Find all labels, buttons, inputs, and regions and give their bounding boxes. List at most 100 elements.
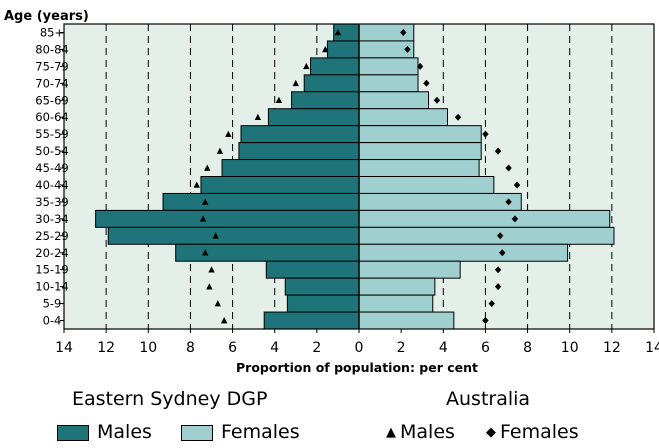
marker-australia-males-40-44: [193, 181, 200, 188]
marker-australia-males-65-69: [275, 96, 283, 104]
bar-females-35-39: [358, 192, 522, 211]
marker-australia-males-0-4: [220, 317, 228, 324]
x-tick-label: 2: [397, 340, 406, 356]
marker-australia-females-15-19: [494, 266, 502, 274]
legend-group-australia: Australia: [446, 388, 531, 410]
age-label: 40-44: [35, 178, 68, 192]
age-label: 70-74: [35, 76, 68, 90]
marker-australia-males-20-24: [201, 249, 209, 256]
x-tick-label: 6: [481, 340, 490, 356]
age-label: 85+: [40, 25, 64, 39]
x-tick-label: 14: [645, 340, 659, 356]
australia-markers: [193, 28, 521, 325]
age-label: 0-4: [43, 314, 62, 328]
x-tick-label: 2: [312, 340, 321, 356]
marker-australia-females-5-9: [488, 300, 495, 308]
females-swatch: [181, 424, 213, 441]
bar-females-10-14: [358, 277, 436, 296]
y-axis-title: Age (years): [4, 9, 89, 24]
x-tick-label: 12: [603, 340, 621, 356]
marker-australia-males-25-29: [212, 232, 219, 239]
bar-females-15-19: [358, 260, 461, 279]
x-tick-label: 12: [97, 340, 115, 356]
bar-males-35-39: [162, 192, 360, 211]
marker-australia-females-45-49: [505, 164, 512, 172]
age-label: 25-29: [35, 229, 68, 243]
legend-australia-males-label: Males: [400, 421, 455, 443]
marker-australia-females-25-29: [496, 232, 504, 240]
bar-females-45-49: [358, 159, 480, 178]
legend-australia-females-label: Females: [500, 421, 579, 443]
bar-females-60-64: [358, 108, 448, 127]
marker-australia-males-10-14: [206, 283, 213, 290]
bar-females-5-9: [358, 294, 434, 313]
marker-australia-females-60-64: [454, 113, 462, 121]
marker-australia-males-5-9: [214, 300, 222, 307]
bar-females-65-69: [358, 91, 430, 110]
bar-males-60-64: [267, 108, 360, 127]
bar-males-10-14: [284, 277, 360, 296]
marker-australia-males-55-59: [225, 130, 232, 137]
bar-females-25-29: [358, 226, 615, 245]
marker-australia-females-0-4: [482, 317, 489, 325]
marker-australia-females-50-54: [494, 147, 502, 155]
x-tick-label: 4: [270, 340, 279, 356]
bar-males-5-9: [286, 294, 360, 313]
marker-australia-males-30-34: [199, 215, 207, 222]
bars: [95, 23, 615, 330]
legend-item-australia-females: ◆ Females: [486, 421, 579, 443]
marker-australia-males-35-39: [201, 198, 209, 205]
marker-australia-females-70-74: [423, 79, 430, 87]
x-tick-label: 8: [186, 340, 195, 356]
age-label: 60-64: [35, 110, 68, 124]
marker-australia-females-10-14: [494, 283, 502, 291]
marker-australia-males-80-84: [322, 45, 329, 53]
marker-australia-males-50-54: [216, 147, 224, 154]
bar-females-55-59: [358, 125, 482, 144]
age-label: 15-19: [35, 263, 68, 277]
bar-males-15-19: [265, 260, 360, 279]
marker-australia-females-75-79: [416, 62, 424, 70]
age-label: 35-39: [35, 195, 68, 209]
marker-australia-females-35-39: [505, 198, 512, 206]
bar-females-30-34: [358, 209, 611, 228]
bar-males-55-59: [240, 125, 360, 144]
bar-females-75-79: [358, 57, 419, 76]
marker-australia-females-40-44: [513, 181, 521, 189]
x-tick-label: 10: [561, 340, 579, 356]
bar-females-70-74: [358, 74, 419, 93]
bar-males-75-79: [310, 57, 360, 76]
bar-females-50-54: [358, 142, 482, 161]
x-tick-label: 10: [139, 340, 157, 356]
males-swatch: [57, 424, 89, 441]
x-axis-title: Proportion of population: per cent: [236, 360, 478, 375]
legend-item-australia-males: ▲ Males: [386, 421, 455, 443]
age-label: 45-49: [35, 161, 68, 175]
age-tick-labels: 85+ 80-84 75-79 70-74 65-69 60-64 55-59 50-54 45…: [35, 25, 68, 327]
marker-australia-males-15-19: [208, 266, 215, 273]
bar-males-80-84: [326, 40, 360, 59]
marker-australia-females-85+: [400, 28, 407, 36]
age-label: 30-34: [35, 212, 68, 226]
bar-males-70-74: [303, 74, 360, 93]
marker-australia-males-75-79: [303, 62, 310, 70]
bar-females-0-4: [358, 311, 455, 330]
x-tick-label: 0: [355, 340, 364, 356]
bar-females-40-44: [358, 176, 495, 194]
bar-males-0-4: [263, 311, 360, 330]
bar-males-50-54: [238, 142, 360, 161]
x-tick-label: 14: [55, 340, 73, 356]
bar-males-20-24: [175, 243, 360, 262]
legend-item-females: Females: [181, 421, 300, 443]
marker-australia-males-85+: [334, 28, 342, 36]
age-label: 5-9: [43, 297, 62, 311]
x-tick-label: 4: [439, 340, 448, 356]
marker-australia-females-55-59: [482, 130, 489, 138]
age-label: 10-14: [35, 280, 68, 294]
bar-males-40-44: [200, 176, 360, 194]
bar-males-65-69: [291, 91, 360, 110]
diamond-icon: ◆: [486, 425, 496, 440]
age-label: 50-54: [35, 144, 68, 158]
age-label: 65-69: [35, 93, 68, 107]
